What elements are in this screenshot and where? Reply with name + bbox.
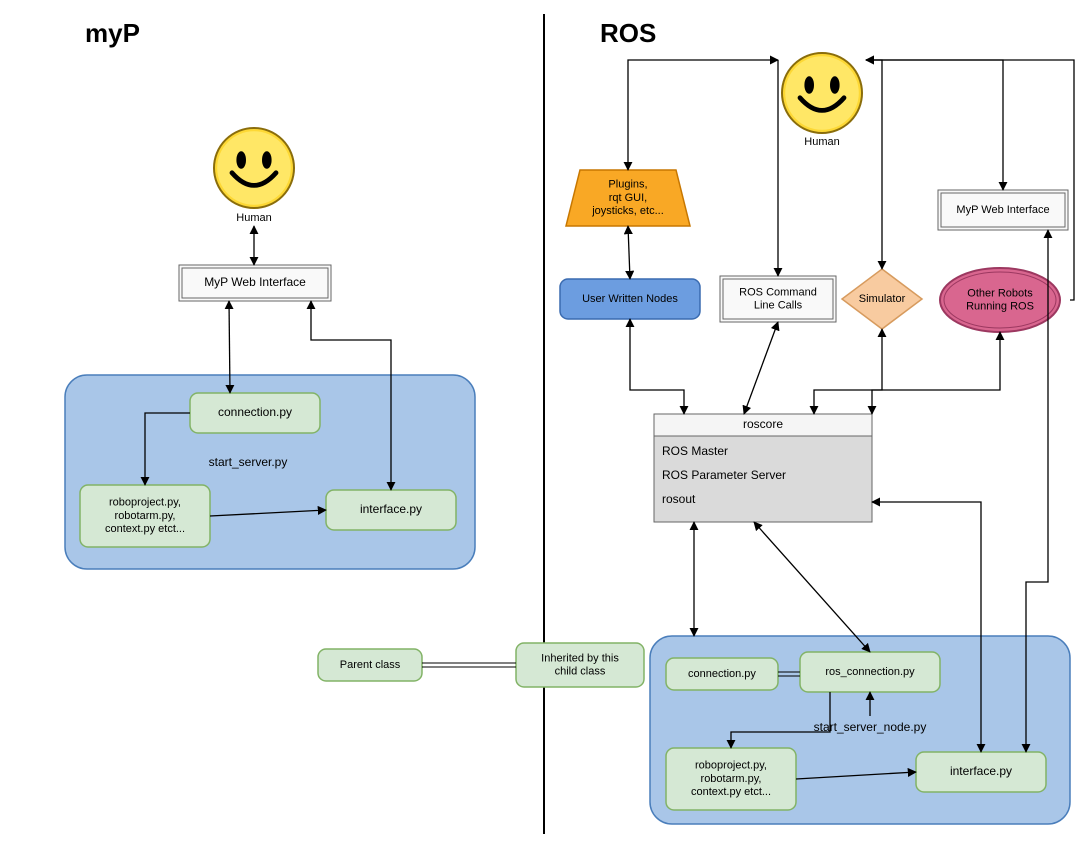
user-nodes-label: User Written Nodes: [582, 293, 678, 305]
svg-text:rosout: rosout: [662, 492, 696, 506]
svg-text:interface.py: interface.py: [950, 764, 1012, 778]
svg-text:ros_connection.py: ros_connection.py: [825, 666, 915, 678]
svg-text:MyP Web Interface: MyP Web Interface: [204, 275, 306, 289]
left-connection-label: connection.py: [218, 405, 292, 419]
svg-text:ROS: ROS: [600, 18, 656, 48]
svg-text:Simulator: Simulator: [859, 293, 906, 305]
right-web-interface-label: MyP Web Interface: [956, 204, 1049, 216]
roscore-line-2: rosout: [662, 492, 696, 506]
svg-text:Running ROS: Running ROS: [966, 301, 1034, 313]
roscore-line-0: ROS Master: [662, 444, 728, 458]
simulator-label: Simulator: [859, 293, 906, 305]
left-human-label: Human: [236, 212, 271, 224]
svg-text:Line Calls: Line Calls: [754, 300, 803, 312]
left-interface-label: interface.py: [360, 502, 422, 516]
svg-text:connection.py: connection.py: [218, 405, 292, 419]
svg-text:myP: myP: [85, 18, 140, 48]
svg-text:robotarm.py,: robotarm.py,: [115, 510, 176, 522]
left-container-label: start_server.py: [209, 455, 288, 469]
svg-text:ROS Master: ROS Master: [662, 444, 728, 458]
svg-text:Human: Human: [804, 136, 839, 148]
right-connection-label: connection.py: [688, 668, 756, 680]
svg-text:robotarm.py,: robotarm.py,: [701, 773, 762, 785]
svg-text:roboproject.py,: roboproject.py,: [109, 497, 181, 509]
svg-text:Inherited by this: Inherited by this: [541, 652, 619, 664]
svg-text:connection.py: connection.py: [688, 668, 756, 680]
svg-text:context.py etct...: context.py etct...: [105, 523, 185, 535]
svg-text:Plugins,: Plugins,: [608, 179, 647, 191]
legend-parent-label: Parent class: [340, 659, 401, 671]
right-human-label: Human: [804, 136, 839, 148]
svg-text:rqt GUI,: rqt GUI,: [609, 192, 648, 204]
svg-text:interface.py: interface.py: [360, 502, 422, 516]
svg-text:Other Robots: Other Robots: [967, 287, 1033, 299]
left-robo-label: roboproject.py,robotarm.py,context.py et…: [105, 497, 185, 535]
svg-text:Parent class: Parent class: [340, 659, 401, 671]
svg-text:context.py etct...: context.py etct...: [691, 786, 771, 798]
svg-text:joysticks, etc...: joysticks, etc...: [591, 205, 664, 217]
svg-text:roscore: roscore: [743, 417, 783, 431]
right-human-icon: [782, 53, 862, 133]
roscore-line-1: ROS Parameter Server: [662, 468, 786, 482]
title-right: ROS: [600, 18, 656, 48]
svg-text:Human: Human: [236, 212, 271, 224]
roscore-header-label: roscore: [743, 417, 783, 431]
left-web-interface-label: MyP Web Interface: [204, 275, 306, 289]
svg-text:roboproject.py,: roboproject.py,: [695, 760, 767, 772]
right-interface-label: interface.py: [950, 764, 1012, 778]
title-left: myP: [85, 18, 140, 48]
right-rosconnection-label: ros_connection.py: [825, 666, 915, 678]
svg-text:start_server.py: start_server.py: [209, 455, 288, 469]
left-human-icon: [214, 128, 294, 208]
right-robo-label: roboproject.py,robotarm.py,context.py et…: [691, 760, 771, 798]
svg-text:MyP Web Interface: MyP Web Interface: [956, 204, 1049, 216]
svg-text:ROS Command: ROS Command: [739, 286, 817, 298]
svg-text:child class: child class: [555, 666, 606, 678]
svg-text:User Written Nodes: User Written Nodes: [582, 293, 678, 305]
other-robots-label: Other Robots Running ROS: [966, 287, 1034, 312]
svg-text:ROS Parameter Server: ROS Parameter Server: [662, 468, 786, 482]
